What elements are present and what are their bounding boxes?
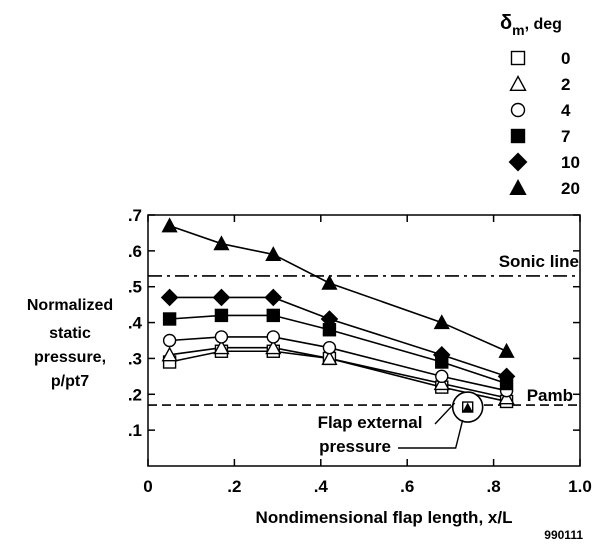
data-point (498, 342, 515, 358)
data-point (321, 274, 338, 290)
x-tick-label: 1.0 (568, 477, 592, 496)
x-tick-label: .4 (314, 477, 329, 496)
y-tick-label: .2 (128, 385, 142, 404)
legend-marker (510, 50, 526, 66)
y-tick-label: .1 (128, 421, 142, 440)
legend-marker (510, 128, 526, 144)
data-point (322, 340, 337, 355)
legend-entry-label: 20 (561, 179, 580, 198)
data-point (214, 330, 229, 344)
annotation-marker (462, 402, 473, 413)
y-axis-label-line: Normalized (27, 297, 113, 314)
legend-entry-label: 4 (561, 101, 571, 120)
data-point (266, 330, 280, 344)
y-axis-label-line: pressure, (34, 349, 106, 366)
y-axis-label: Normalized static pressure, p/pt7 (27, 297, 113, 390)
legend-entry-label: 0 (561, 49, 570, 68)
series-line (169, 336, 507, 392)
axis-ticks: 0 .2 .4 .6 .8 1.0 .1 .2 .3 .4 .5 .6 .7 (128, 206, 592, 496)
flap-external-pressure-annotation: Flap external pressure (318, 391, 484, 456)
data-point (213, 339, 230, 355)
data-markers (160, 217, 516, 409)
data-point (161, 217, 178, 233)
data-point (321, 350, 338, 365)
data-point (320, 310, 339, 328)
x-tick-label: .6 (400, 477, 414, 496)
series-line (169, 346, 507, 399)
reference-line-label: Pamb (527, 386, 573, 405)
data-point (162, 333, 177, 348)
reference-lines: Sonic line Pamb (148, 252, 580, 406)
annotation-label-line: Flap external (318, 413, 423, 432)
annotation-label-line: pressure (319, 437, 391, 456)
legend-marker (509, 179, 527, 196)
data-point (162, 312, 177, 326)
series-line (169, 314, 507, 385)
data-point (264, 288, 283, 307)
data-point (432, 346, 451, 364)
series-line (169, 350, 507, 403)
x-tick-label: .2 (227, 477, 241, 496)
data-point (433, 314, 450, 330)
annotation-leader (434, 402, 456, 425)
data-point (497, 367, 516, 386)
legend-marker (508, 152, 528, 172)
x-tick-label: 0 (143, 477, 152, 496)
plot-frame (147, 214, 581, 467)
legend: δm, deg 0 2 4 7 10 20 (500, 12, 580, 198)
data-point (435, 369, 449, 384)
y-tick-label: .3 (128, 349, 142, 368)
figure-id: 990111 (544, 528, 583, 542)
x-tick-label: .8 (487, 477, 501, 496)
y-tick-label: .6 (128, 242, 142, 261)
data-point (160, 288, 179, 307)
reference-line-label: Sonic line (499, 252, 579, 271)
y-tick-label: .5 (128, 278, 142, 297)
data-point (212, 288, 231, 307)
y-tick-label: .7 (128, 206, 142, 225)
series-line (169, 225, 507, 352)
legend-marker (509, 75, 527, 92)
y-axis-label-line: static (49, 325, 91, 342)
data-point (266, 308, 280, 323)
legend-entry-label: 7 (561, 127, 570, 146)
data-point (213, 235, 230, 251)
y-axis-label-line: p/pt7 (51, 373, 89, 390)
data-point (214, 308, 229, 323)
legend-marker (510, 102, 526, 118)
y-tick-label: .4 (128, 314, 143, 333)
legend-entry-label: 10 (561, 153, 580, 172)
legend-entry-label: 2 (561, 75, 570, 94)
annotation-leader (398, 419, 464, 449)
x-axis-label: Nondimensional flap length, x/L (256, 508, 513, 527)
data-point (265, 339, 282, 355)
legend-title: δm, deg (500, 12, 562, 38)
data-point (161, 346, 178, 362)
data-point (265, 246, 282, 262)
